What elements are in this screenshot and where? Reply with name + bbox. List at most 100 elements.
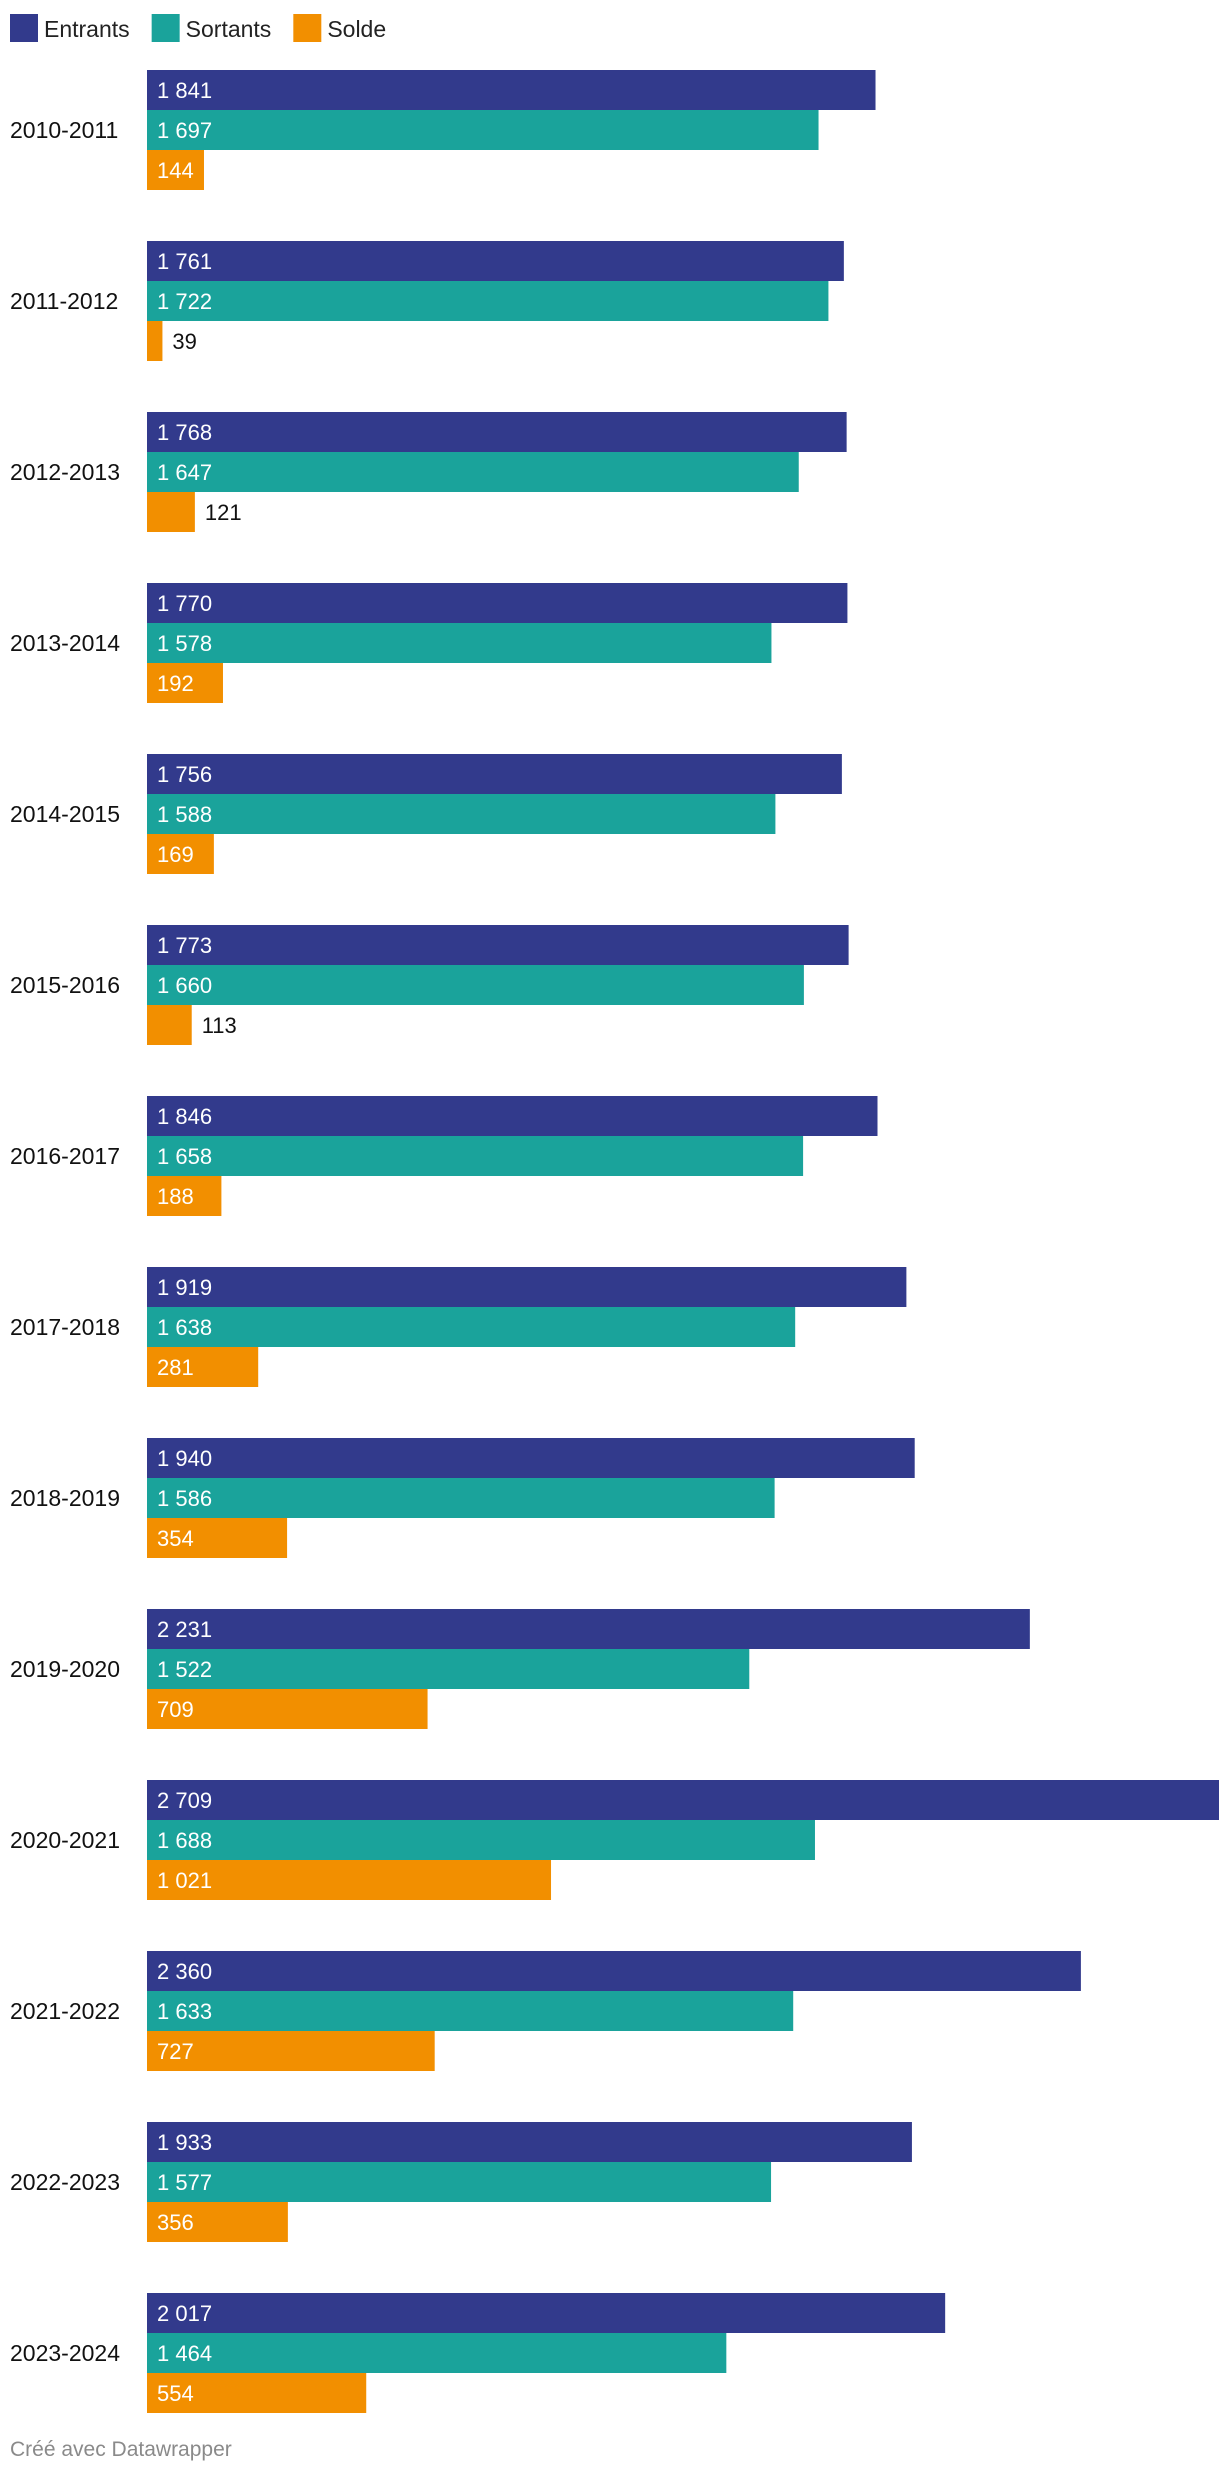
- legend-label: Entrants: [44, 16, 130, 42]
- legend-swatch: [293, 14, 322, 42]
- value-label-sortants: 1 522: [157, 1657, 212, 1682]
- value-label-solde: 192: [157, 671, 194, 696]
- value-label-solde: 554: [157, 2381, 194, 2406]
- bar-entrants-2023-2024: [147, 2293, 946, 2333]
- value-label-sortants: 1 578: [157, 631, 212, 656]
- category-label: 2022-2023: [10, 2169, 120, 2195]
- bar-sortants-2021-2022: [147, 1991, 794, 2031]
- bar-entrants-2011-2012: [147, 241, 844, 281]
- value-label-sortants: 1 588: [157, 802, 212, 827]
- bar-solde-2012-2013: [147, 492, 195, 532]
- bar-group-2010-2011: 2010-2011 1 841 1 697 144: [10, 70, 876, 190]
- bar-entrants-2014-2015: [147, 754, 842, 794]
- bar-solde-2015-2016: [147, 1005, 192, 1045]
- bar-group-2022-2023: 2022-2023 1 933 1 577 356: [10, 2122, 912, 2242]
- bar-group-2020-2021: 2020-2021 2 709 1 688 1 021: [10, 1780, 1219, 1900]
- bar-entrants-2021-2022: [147, 1951, 1081, 1991]
- value-label-solde: 356: [157, 2210, 194, 2235]
- legend-swatch: [10, 14, 38, 42]
- value-label-solde: 354: [157, 1526, 194, 1551]
- bar-group-2017-2018: 2017-2018 1 919 1 638 281: [10, 1267, 907, 1387]
- bar-group-2016-2017: 2016-2017 1 846 1 658 188: [10, 1096, 878, 1216]
- value-label-entrants: 2 017: [157, 2301, 212, 2326]
- bar-sortants-2016-2017: [147, 1136, 804, 1176]
- bar-solde-2023-2024: [147, 2373, 367, 2413]
- bar-sortants-2011-2012: [147, 281, 829, 321]
- category-label: 2013-2014: [10, 630, 120, 656]
- bar-sortants-2015-2016: [147, 965, 804, 1005]
- value-label-entrants: 1 919: [157, 1275, 212, 1300]
- bar-entrants-2013-2014: [147, 583, 848, 623]
- category-label: 2012-2013: [10, 459, 120, 485]
- bar-solde-2018-2019: [147, 1518, 288, 1558]
- category-label: 2023-2024: [10, 2340, 120, 2366]
- value-label-entrants: 1 940: [157, 1446, 212, 1471]
- bar-sortants-2023-2024: [147, 2333, 727, 2373]
- bar-entrants-2010-2011: [147, 70, 876, 110]
- value-label-entrants: 1 933: [157, 2130, 212, 2155]
- bar-solde-2022-2023: [147, 2202, 288, 2242]
- legend-item-solde[interactable]: Solde: [293, 14, 386, 42]
- legend-item-entrants[interactable]: Entrants: [10, 14, 130, 42]
- bar-sortants-2018-2019: [147, 1478, 775, 1518]
- legend-label: Solde: [327, 16, 386, 42]
- bar-group-2015-2016: 2015-2016 1 773 1 660 113: [10, 925, 849, 1045]
- legend-swatch: [151, 14, 180, 42]
- value-label-entrants: 2 360: [157, 1959, 212, 1984]
- category-label: 2018-2019: [10, 1485, 120, 1511]
- bar-group-2019-2020: 2019-2020 2 231 1 522 709: [10, 1609, 1030, 1729]
- value-label-entrants: 2 231: [157, 1617, 212, 1642]
- value-label-solde: 1 021: [157, 1868, 212, 1893]
- bar-solde-2017-2018: [147, 1347, 259, 1387]
- value-label-entrants: 1 756: [157, 762, 212, 787]
- category-label: 2014-2015: [10, 801, 120, 827]
- bar-entrants-2017-2018: [147, 1267, 907, 1307]
- bar-solde-2019-2020: [147, 1689, 428, 1729]
- bar-sortants-2012-2013: [147, 452, 799, 492]
- bar-group-2023-2024: 2023-2024 2 017 1 464 554: [10, 2293, 946, 2413]
- value-label-entrants: 1 768: [157, 420, 212, 445]
- legend-label: Sortants: [186, 16, 272, 42]
- value-label-sortants: 1 577: [157, 2170, 212, 2195]
- category-label: 2011-2012: [10, 288, 118, 314]
- value-label-solde: 144: [157, 158, 194, 183]
- bar-group-2012-2013: 2012-2013 1 768 1 647 121: [10, 412, 847, 532]
- bar-sortants-2019-2020: [147, 1649, 750, 1689]
- value-label-solde: 39: [172, 329, 196, 354]
- value-label-solde: 169: [157, 842, 194, 867]
- value-label-solde: 281: [157, 1355, 194, 1380]
- bar-group-2021-2022: 2021-2022 2 360 1 633 727: [10, 1951, 1081, 2071]
- bar-sortants-2014-2015: [147, 794, 776, 834]
- value-label-sortants: 1 660: [157, 973, 212, 998]
- bar-group-2013-2014: 2013-2014 1 770 1 578 192: [10, 583, 848, 703]
- bar-sortants-2010-2011: [147, 110, 819, 150]
- value-label-solde: 188: [157, 1184, 194, 1209]
- bar-entrants-2020-2021: [147, 1780, 1219, 1820]
- bar-solde-2020-2021: [147, 1860, 552, 1900]
- value-label-entrants: 1 773: [157, 933, 212, 958]
- bar-sortants-2017-2018: [147, 1307, 796, 1347]
- value-label-sortants: 1 633: [157, 1999, 212, 2024]
- value-label-sortants: 1 647: [157, 460, 212, 485]
- value-label-sortants: 1 464: [157, 2341, 212, 2366]
- category-label: 2010-2011: [10, 117, 118, 143]
- value-label-entrants: 1 761: [157, 249, 212, 274]
- credit-text[interactable]: Créé avec Datawrapper: [10, 2438, 232, 2461]
- value-label-sortants: 1 658: [157, 1144, 212, 1169]
- bar-solde-2016-2017: [147, 1176, 222, 1216]
- bar-entrants-2015-2016: [147, 925, 849, 965]
- bar-entrants-2019-2020: [147, 1609, 1030, 1649]
- bar-solde-2013-2014: [147, 663, 223, 703]
- value-label-entrants: 1 841: [157, 78, 212, 103]
- value-label-sortants: 1 688: [157, 1828, 212, 1853]
- bar-sortants-2020-2021: [147, 1820, 815, 1860]
- bar-entrants-2012-2013: [147, 412, 847, 452]
- value-label-solde: 113: [202, 1013, 237, 1038]
- bar-sortants-2022-2023: [147, 2162, 772, 2202]
- category-label: 2021-2022: [10, 1998, 120, 2024]
- bar-solde-2011-2012: [147, 321, 163, 361]
- category-label: 2019-2020: [10, 1656, 120, 1682]
- legend-item-sortants[interactable]: Sortants: [151, 14, 272, 42]
- value-label-entrants: 1 846: [157, 1104, 212, 1129]
